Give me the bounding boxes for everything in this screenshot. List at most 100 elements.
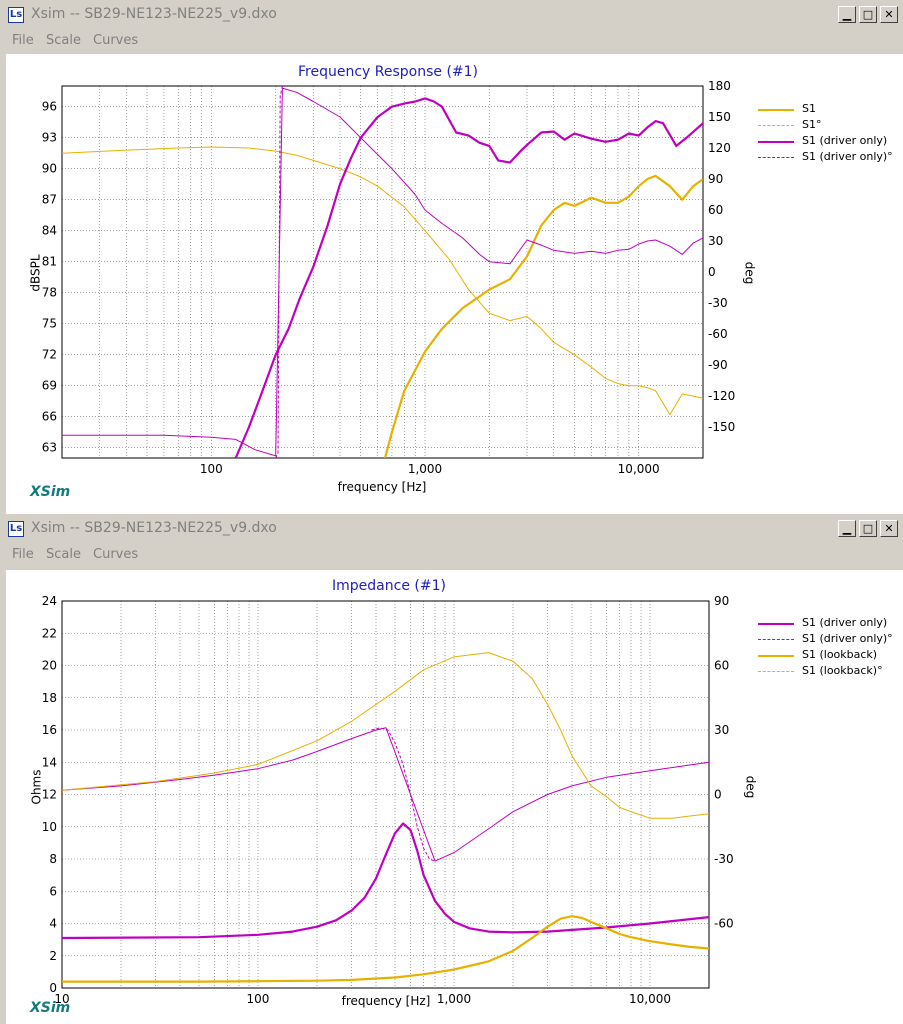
x-tick-label: 10 [54, 992, 69, 1006]
legend-label: S1 (lookback)° [802, 664, 883, 677]
y-tick-label: 14 [42, 755, 57, 769]
y2-tick-label: -30 [708, 296, 728, 310]
y-tick-label: 20 [42, 659, 57, 673]
series-line-1 [62, 146, 703, 416]
plot-frame [61, 600, 710, 989]
y-tick-label: 78 [42, 286, 57, 300]
x-axis-label: frequency [Hz] [337, 480, 427, 494]
y-tick-label: 8 [49, 852, 57, 866]
y-tick-label: 24 [42, 594, 57, 608]
legend-label: S1 (driver only) [802, 616, 888, 629]
y2-tick-label: 0 [708, 265, 716, 279]
chart-title: Impedance (#1) [332, 578, 446, 594]
plot-frame [61, 85, 704, 459]
menu-curves[interactable]: Curves [93, 33, 139, 48]
x-tick-label: 100 [200, 462, 223, 476]
legend-label: S1° [802, 118, 822, 131]
y-tick-label: 18 [42, 691, 57, 705]
app-icon[interactable]: Ls [8, 7, 24, 23]
series-line-0 [62, 822, 709, 940]
y2-tick-label: 90 [708, 172, 723, 186]
x-tick-label: 1,000 [408, 462, 442, 476]
y2-tick-label: -150 [708, 420, 735, 434]
xsim-logo: XSim [30, 1000, 71, 1016]
minimize-icon[interactable]: ▁ [838, 520, 856, 537]
menu-scale[interactable]: Scale [46, 547, 81, 562]
y-tick-label: 16 [42, 723, 57, 737]
menu-file[interactable]: File [12, 547, 34, 562]
x-tick-label: 10,000 [629, 992, 671, 1006]
frequency-response-chart[interactable]: 63 66 69 72 75 78 81 84 87 90 93 96 -150 -120 -90 -60 -3… [6, 54, 903, 514]
menu-file[interactable]: File [12, 33, 34, 48]
y-tick-label: 12 [42, 788, 57, 802]
legend-label: S1 (driver only)° [802, 150, 893, 163]
xsim-window-frequency: Ls Xsim -- SB29-NE123-NE225_v9.dxo ▁ □ ✕… [0, 0, 903, 514]
y-tick-label: 2 [49, 949, 57, 963]
x-tick-label: 100 [247, 992, 270, 1006]
y-tick-label: 22 [42, 626, 57, 640]
y-tick-label: 10 [42, 820, 57, 834]
series-line-3 [62, 915, 709, 983]
y-tick-label: 90 [42, 162, 57, 176]
y-tick-label: 84 [42, 224, 57, 238]
x-axis-label: frequency [Hz] [341, 994, 431, 1008]
series-line-0 [383, 174, 703, 458]
y-tick-label: 93 [42, 131, 57, 145]
y2-tick-label: 90 [714, 594, 729, 608]
menu-scale[interactable]: Scale [46, 33, 81, 48]
y2-tick-label: 120 [708, 141, 731, 155]
y2-tick-label: -120 [708, 389, 735, 403]
y-tick-label: 0 [49, 981, 57, 995]
y-tick-label: 63 [42, 441, 57, 455]
series-line-4 [62, 87, 703, 457]
y-tick-label: 6 [49, 884, 57, 898]
menu-bar: File Scale Curves [0, 30, 903, 52]
impedance-plot[interactable]: 0 2 4 6 8 10 12 14 16 18 20 22 24 -60 -30 0 30 60 90 10 100 1… [6, 570, 903, 1024]
title-bar[interactable]: Ls Xsim -- SB29-NE123-NE225_v9.dxo ▁ □ ✕ [0, 514, 903, 544]
series-line-2 [234, 97, 703, 458]
y-axis-label: Ohms [29, 769, 44, 805]
close-icon[interactable]: ✕ [880, 6, 898, 23]
y-axis-label: dBSPL [28, 254, 43, 292]
window-title: Xsim -- SB29-NE123-NE225_v9.dxo [31, 520, 277, 536]
close-icon[interactable]: ✕ [880, 520, 898, 537]
x-tick-label: 1,000 [437, 992, 471, 1006]
menu-bar: File Scale Curves [0, 544, 903, 566]
title-bar[interactable]: Ls Xsim -- SB29-NE123-NE225_v9.dxo ▁ □ ✕ [0, 0, 903, 30]
y-tick-label: 66 [42, 410, 57, 424]
y-tick-label: 87 [42, 193, 57, 207]
y2-tick-label: -60 [708, 327, 728, 341]
window-title: Xsim -- SB29-NE123-NE225_v9.dxo [31, 6, 277, 22]
maximize-icon[interactable]: □ [859, 6, 877, 23]
x-tick-label: 10,000 [618, 462, 660, 476]
frequency-response-plot[interactable]: 63 66 69 72 75 78 81 84 87 90 93 96 -150 -120 -90 -60 -3… [6, 54, 903, 514]
menu-curves[interactable]: Curves [93, 547, 139, 562]
y2-tick-label: 30 [714, 723, 729, 737]
y2-tick-label: 60 [714, 659, 729, 673]
y-tick-label: 69 [42, 379, 57, 393]
series-line-3 [275, 86, 283, 458]
y-tick-label: 75 [42, 317, 57, 331]
maximize-icon[interactable]: □ [859, 520, 877, 537]
legend-label: S1 (lookback) [802, 648, 878, 661]
y2-tick-label: -30 [714, 852, 734, 866]
series-line-4 [62, 652, 709, 819]
legend-label: S1 (driver only)° [802, 632, 893, 645]
legend-label: S1 [802, 102, 816, 115]
y2-tick-label: 0 [714, 788, 722, 802]
y2-tick-label: -90 [708, 358, 728, 372]
chart-title: Frequency Response (#1) [297, 64, 479, 80]
y2-axis-label: deg [743, 775, 758, 799]
legend-label: S1 (driver only) [802, 134, 888, 147]
y2-axis-label: deg [742, 261, 757, 285]
y2-tick-label: 30 [708, 234, 723, 248]
y2-tick-label: 150 [708, 110, 731, 124]
app-icon[interactable]: Ls [8, 521, 24, 537]
y-tick-label: 96 [42, 100, 57, 114]
y2-tick-label: 60 [708, 203, 723, 217]
minimize-icon[interactable]: ▁ [838, 6, 856, 23]
y2-tick-label: 180 [708, 79, 731, 93]
y-tick-label: 72 [42, 348, 57, 362]
xsim-window-impedance: Ls Xsim -- SB29-NE123-NE225_v9.dxo ▁ □ ✕… [0, 514, 903, 1024]
